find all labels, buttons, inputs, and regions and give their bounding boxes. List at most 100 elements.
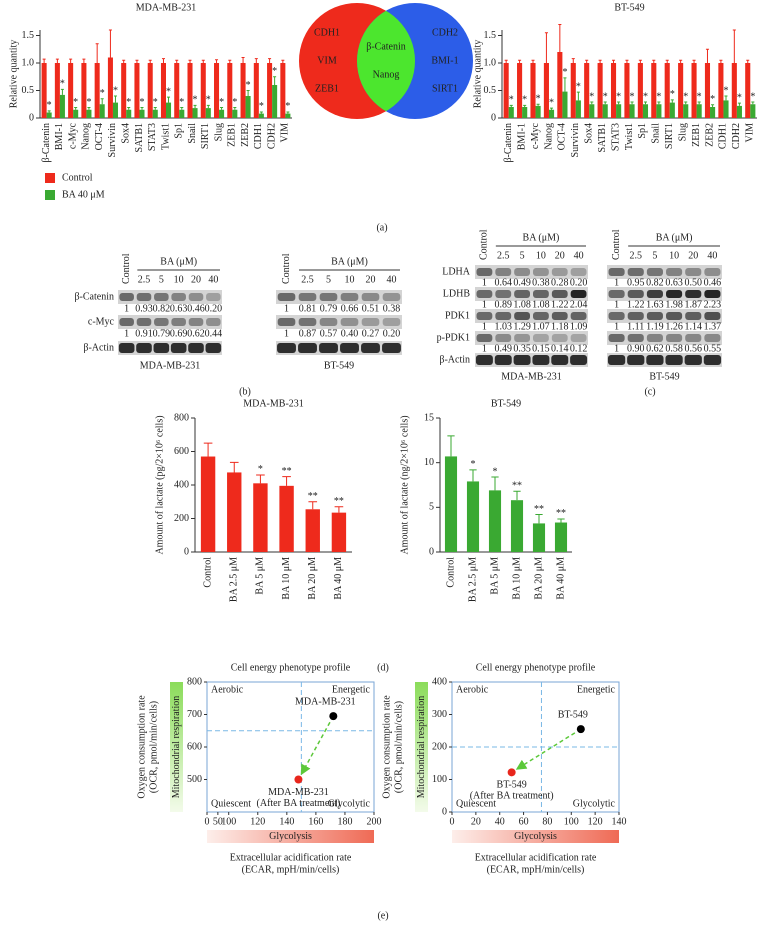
y-tick-label: 0 bbox=[29, 112, 34, 123]
point bbox=[329, 712, 338, 721]
x-tick-label: BMI-1 bbox=[54, 123, 65, 150]
bar bbox=[710, 107, 716, 118]
bar bbox=[543, 63, 549, 118]
band-value: 1.07 bbox=[532, 321, 550, 332]
bar bbox=[41, 63, 47, 118]
loading-band bbox=[188, 343, 204, 353]
point-note: (After BA treatment) bbox=[470, 791, 554, 802]
x-tick-label: CDH2 bbox=[266, 123, 277, 149]
legend-label: BA 40 μM bbox=[62, 189, 105, 200]
significance: * bbox=[509, 95, 514, 106]
row-label: β-Actin bbox=[83, 342, 114, 353]
band bbox=[704, 268, 721, 276]
significance: * bbox=[126, 97, 131, 108]
band bbox=[666, 312, 683, 320]
bar bbox=[570, 63, 576, 118]
band bbox=[119, 293, 134, 301]
bar bbox=[205, 108, 211, 118]
chart-title: BT-549 bbox=[491, 398, 521, 409]
y-tick-label: 500 bbox=[187, 774, 202, 785]
band-value: 0.63 bbox=[170, 303, 188, 314]
bar bbox=[267, 63, 273, 118]
bar bbox=[517, 63, 523, 118]
quadrant-label: Glycolytic bbox=[328, 798, 371, 809]
band bbox=[646, 334, 663, 342]
error-bar bbox=[603, 101, 607, 105]
bar bbox=[214, 63, 220, 118]
error-bar bbox=[256, 474, 265, 484]
band bbox=[608, 312, 625, 320]
lane-label: Control bbox=[121, 253, 132, 284]
bar bbox=[280, 63, 286, 118]
band-value: 1.37 bbox=[704, 321, 722, 332]
band-value: 0.51 bbox=[362, 303, 380, 314]
venn-label: CDH2 bbox=[432, 27, 458, 38]
loading-band bbox=[684, 355, 702, 365]
bar bbox=[532, 523, 546, 552]
x-tick-label: VIM bbox=[280, 123, 291, 143]
bar bbox=[444, 456, 458, 552]
band bbox=[188, 293, 204, 301]
x-axis-label: Extracellular acidification rate bbox=[230, 852, 352, 863]
x-tick-label: SATB1 bbox=[134, 123, 145, 152]
error-bar bbox=[518, 59, 522, 63]
bar bbox=[745, 63, 751, 118]
error-bar bbox=[215, 59, 219, 63]
significance: * bbox=[166, 86, 171, 97]
significance: ** bbox=[308, 491, 318, 502]
error-bar bbox=[447, 435, 455, 457]
x-tick-label: BA 40 μM bbox=[555, 557, 566, 600]
point-note: (After BA treatment) bbox=[257, 798, 341, 809]
significance: * bbox=[246, 80, 251, 91]
significance: * bbox=[179, 97, 184, 108]
x-tick-label: Sp1 bbox=[174, 123, 185, 139]
band-value: 1.87 bbox=[685, 299, 703, 310]
bar bbox=[107, 57, 113, 118]
significance: * bbox=[643, 91, 648, 102]
bar bbox=[718, 63, 724, 118]
error-bar bbox=[82, 58, 86, 63]
lane-label: 40 bbox=[574, 250, 584, 261]
band-value: 0.40 bbox=[341, 328, 359, 339]
error-bar bbox=[135, 59, 139, 63]
blot-strip bbox=[276, 290, 402, 304]
blot-strip bbox=[475, 331, 588, 345]
cell-line: MDA-MB-231 bbox=[501, 371, 562, 382]
significance: * bbox=[139, 97, 144, 108]
band-value: 1.26 bbox=[665, 321, 683, 332]
band bbox=[533, 290, 549, 298]
band-value: 0.20 bbox=[205, 303, 223, 314]
bar bbox=[192, 108, 198, 118]
lane-label: 2.5 bbox=[138, 274, 151, 285]
lane-label: 40 bbox=[707, 250, 717, 261]
venn-label: VIM bbox=[317, 55, 337, 66]
error-bar bbox=[585, 59, 589, 63]
significance: * bbox=[683, 91, 688, 102]
band bbox=[685, 268, 702, 276]
band bbox=[319, 318, 338, 326]
x-tick-label: 40 bbox=[495, 816, 505, 827]
band bbox=[666, 290, 683, 298]
bar bbox=[664, 63, 670, 118]
bar bbox=[166, 102, 172, 118]
y-tick-label: 5 bbox=[429, 502, 434, 513]
x-tick-label: STAT3 bbox=[147, 123, 158, 151]
loading-band bbox=[153, 343, 170, 353]
band bbox=[646, 290, 663, 298]
band-value: 1.08 bbox=[513, 299, 531, 310]
x-gradient-label: Glycolysis bbox=[514, 831, 557, 842]
y-tick-label: 600 bbox=[187, 741, 202, 752]
legend-label: Control bbox=[62, 172, 93, 183]
loading-band bbox=[570, 355, 588, 365]
band-value: 0.15 bbox=[532, 343, 550, 354]
x-tick-label: 80 bbox=[542, 816, 552, 827]
x-tick-label: ZEB2 bbox=[704, 123, 715, 147]
loading-band bbox=[382, 343, 401, 353]
bar bbox=[678, 63, 684, 118]
x-tick-label: SIRT1 bbox=[200, 123, 211, 149]
bar bbox=[305, 509, 320, 552]
band-value: 1.11 bbox=[627, 321, 644, 332]
significance: * bbox=[100, 88, 105, 99]
chart-title: MDA-MB-231 bbox=[243, 398, 304, 409]
band-value: 0.28 bbox=[551, 277, 569, 288]
